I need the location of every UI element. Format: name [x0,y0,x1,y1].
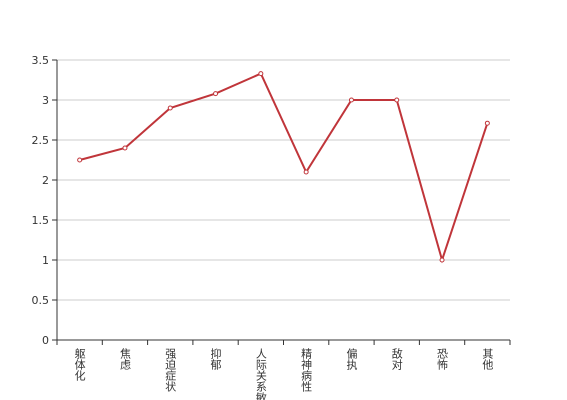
x-tick-label: 焦虑 [118,348,131,370]
point [213,91,219,97]
point [77,157,83,163]
y-tick-label: 0.5 [32,294,50,307]
point [122,145,128,151]
y-tick-label: 1.5 [32,214,50,227]
point [439,257,445,263]
y-tick-label: 2.5 [32,134,50,147]
x-tick-label: 偏执 [345,347,358,371]
y-tick-label: 2 [42,174,49,187]
point [484,120,490,126]
x-tick-label: 精神病性 [300,348,313,393]
y-tick-label: 1 [42,254,49,267]
x-tick-label: 敌对 [390,347,403,370]
y-tick-label: 3.5 [32,54,50,67]
x-tick-label: 躯体化 [73,348,86,382]
x-tick-label: 强迫症状 [164,348,177,392]
y-tick-label: 0 [42,334,49,347]
line [79,72,489,264]
point [303,169,309,175]
x-tick-label: 人际关系敏感 [254,348,267,400]
y-tick-label: 3 [42,94,49,107]
x-tick-label: 其他 [481,348,494,370]
point [258,71,264,77]
x-tick-label: 恐怖 [436,348,449,370]
x-tick-label: 抑郁 [209,347,222,370]
point [167,105,173,111]
point [348,97,354,103]
point [394,97,400,103]
